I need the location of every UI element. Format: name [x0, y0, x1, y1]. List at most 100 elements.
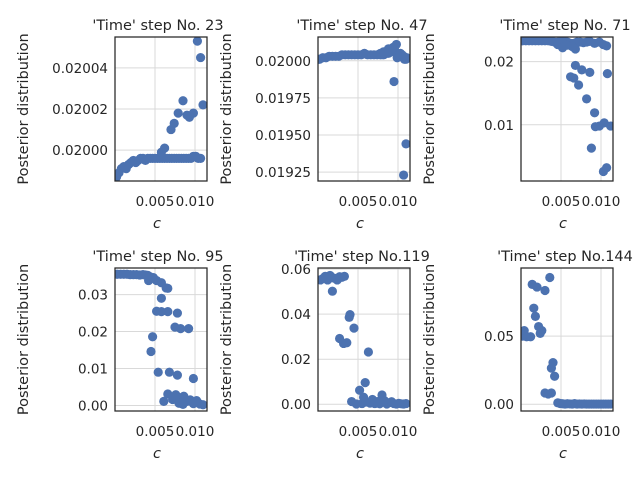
y-axis-label: Posterior distribution: [219, 33, 235, 184]
y-tick-label: 0.02: [78, 325, 108, 341]
data-point: [383, 48, 393, 58]
data-point: [172, 370, 182, 380]
data-point: [163, 307, 173, 317]
x-axis-label: c: [153, 216, 161, 232]
subplot-6: 0.005 0.010 0.00 0.05 'Time' step No.144 c Pos…: [422, 249, 633, 462]
y-tick-label: 0.01: [484, 118, 514, 134]
data-point: [359, 392, 369, 402]
data-point: [159, 396, 169, 406]
data-point: [169, 118, 179, 128]
data-point: [570, 44, 581, 54]
data-point: [550, 371, 560, 381]
data-point: [345, 310, 355, 320]
subplot-title: 'Time' step No. 47: [296, 18, 427, 34]
y-tick-label: 0.03: [78, 288, 108, 304]
data-point: [602, 69, 613, 79]
data-point: [146, 346, 156, 357]
data-point: [391, 39, 401, 50]
data-point: [198, 400, 207, 410]
data-point: [586, 143, 597, 153]
y-axis-label: Posterior distribution: [219, 264, 235, 415]
data-point: [144, 275, 154, 286]
data-point: [198, 100, 207, 110]
data-point: [196, 153, 206, 163]
axes-frame: [317, 267, 411, 412]
data-point: [530, 311, 541, 321]
axes-frame: [317, 36, 411, 182]
data-point: [401, 139, 410, 149]
data-point: [389, 76, 399, 87]
subplot-4: 0.005 0.010 0.00 0.01 0.02 0.03 'Time' step No…: [16, 249, 224, 462]
data-point: [342, 338, 352, 348]
data-point: [401, 398, 410, 409]
data-point: [402, 53, 410, 63]
data-point: [156, 293, 166, 303]
y-tick-label: 0.02: [484, 55, 514, 71]
data-point: [602, 163, 612, 173]
data-point: [188, 108, 198, 118]
data-point: [174, 398, 184, 408]
y-axis-label: Posterior distribution: [422, 264, 438, 415]
data-point: [339, 271, 349, 281]
x-axis-label: c: [356, 446, 364, 462]
data-point: [363, 347, 373, 357]
x-tick-label: 0.005: [542, 194, 581, 210]
data-point: [526, 332, 536, 342]
data-point: [546, 388, 557, 398]
y-tick-label: 0.06: [281, 262, 311, 278]
scatter-series: [521, 272, 613, 409]
data-point: [569, 73, 579, 83]
x-axis-label: c: [356, 216, 364, 232]
scatter-series: [318, 39, 410, 180]
subplot-title: 'Time' step No.119: [294, 249, 430, 265]
subplot-2: 0.005 0.010 0.01925 0.01950 0.01975 0.02000 'T…: [219, 18, 428, 232]
y-tick-label: 0.00: [78, 398, 108, 414]
y-tick-label: 0.00: [484, 397, 514, 413]
x-tick-label: 0.010: [176, 194, 215, 210]
data-point: [602, 41, 612, 51]
data-point: [532, 282, 542, 292]
data-point: [148, 332, 158, 342]
data-point: [582, 94, 592, 104]
data-point: [196, 52, 206, 63]
data-point: [163, 283, 173, 293]
data-point: [173, 108, 183, 118]
data-point: [529, 303, 539, 313]
data-point: [349, 323, 359, 333]
subplot-title: 'Time' step No. 95: [92, 249, 223, 265]
y-tick-label: 0.05: [484, 329, 514, 345]
data-point: [606, 399, 613, 409]
data-point: [176, 324, 186, 334]
subplot-3: 0.005 0.010 0.01 0.02 'Time' step No. 71 c Pos…: [422, 18, 631, 232]
x-tick-label: 0.005: [136, 194, 175, 210]
x-axis-label: c: [559, 446, 567, 462]
data-point: [355, 385, 365, 395]
x-tick-label: 0.005: [339, 424, 378, 440]
y-tick-label: 0.01: [78, 362, 108, 378]
x-tick-label: 0.005: [136, 424, 175, 440]
subplot-title: 'Time' step No. 23: [92, 18, 223, 34]
y-tick-label: 0.02: [281, 352, 311, 368]
data-point: [590, 108, 600, 118]
data-point: [156, 307, 166, 317]
data-point: [172, 308, 182, 318]
y-tick-label: 0.02004: [52, 61, 108, 77]
data-point: [570, 60, 581, 71]
data-point: [399, 170, 409, 180]
data-point: [327, 286, 337, 296]
data-point: [537, 326, 547, 336]
y-tick-label: 0.01950: [255, 128, 311, 144]
y-tick-label: 0.01925: [255, 165, 311, 181]
subplot-1: 0.005 0.010 0.02000 0.02002 0.02004 'Time' st…: [16, 18, 224, 232]
scatter-series: [318, 270, 410, 409]
y-tick-label: 0.02000: [52, 143, 108, 159]
scatter-series: [115, 269, 207, 410]
y-axis-label: Posterior distribution: [16, 264, 32, 415]
data-point: [540, 285, 550, 296]
data-point: [577, 65, 587, 75]
x-tick-label: 0.005: [339, 194, 378, 210]
axes-frame: [114, 267, 208, 412]
data-point: [153, 367, 163, 377]
x-axis-label: c: [559, 216, 567, 232]
